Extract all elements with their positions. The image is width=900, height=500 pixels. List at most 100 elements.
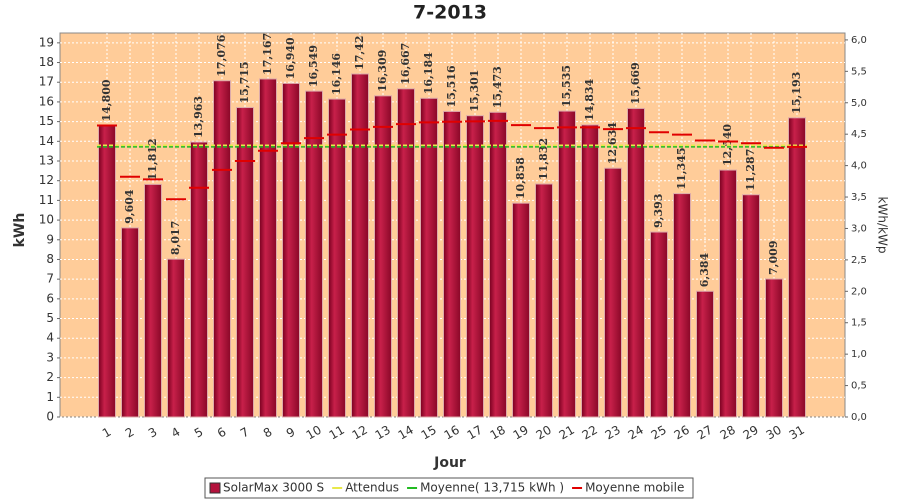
x-tick-label: 17 [465, 423, 485, 443]
y-tick-label: 1 [46, 390, 54, 404]
x-axis-title: Jour [433, 455, 466, 471]
y-tick-label: 7 [46, 272, 54, 286]
y-tick-label: 16 [39, 94, 54, 108]
value-label: 16,184 [422, 52, 435, 94]
y2-tick-label: 2,5 [851, 255, 867, 266]
value-label: 12,634 [606, 122, 619, 164]
bar [190, 141, 208, 418]
y2-axis-title: kWh/kWp [876, 197, 890, 254]
bar [351, 73, 369, 418]
value-label: 17,167 [261, 33, 274, 75]
bar [512, 202, 530, 418]
bar [604, 167, 622, 418]
y-tick-label: 10 [39, 213, 54, 227]
chart-title: 7-2013 [413, 2, 487, 24]
x-tick-label: 26 [672, 423, 692, 443]
y-tick-label: 0 [46, 410, 54, 424]
value-label: 15,535 [560, 65, 573, 107]
value-label: 9,393 [652, 194, 665, 228]
y-tick-label: 6 [46, 291, 54, 305]
y2-tick-label: 3,0 [851, 223, 867, 234]
y2-tick-label: 0,5 [851, 381, 867, 392]
value-label: 16,309 [376, 50, 389, 92]
bar [742, 194, 760, 418]
y2-tick-label: 3,5 [851, 192, 867, 203]
x-tick-label: 18 [488, 423, 508, 443]
value-label: 14,800 [100, 79, 113, 121]
value-label: 11,287 [744, 149, 757, 191]
x-tick-label: 3 [146, 425, 160, 441]
x-tick-label: 20 [534, 423, 554, 443]
y-tick-label: 8 [46, 252, 54, 266]
bar [627, 107, 645, 418]
y2-tick-label: 4,0 [851, 161, 867, 172]
value-label: 15,715 [238, 61, 251, 103]
y2-tick-label: 5,5 [851, 66, 867, 77]
bar [213, 80, 231, 418]
x-tick-label: 22 [580, 423, 600, 443]
y-tick-label: 19 [39, 35, 54, 49]
bar [535, 183, 553, 418]
y2-tick-label: 6,0 [851, 35, 867, 46]
value-label: 17,076 [215, 34, 228, 76]
value-label: 15,669 [629, 62, 642, 104]
x-tick-label: 25 [649, 423, 669, 443]
x-tick-label: 31 [787, 423, 807, 443]
bar [650, 231, 668, 418]
y-axis-title: kWh [12, 213, 28, 248]
bar [98, 125, 116, 418]
x-tick-label: 5 [192, 425, 206, 441]
value-label: 7,009 [767, 241, 780, 275]
bar [466, 115, 484, 418]
value-label: 11,812 [146, 138, 159, 180]
x-tick-label: 2 [123, 425, 137, 441]
bar [696, 290, 714, 418]
value-label: 16,549 [307, 45, 320, 87]
value-label: 6,384 [698, 252, 711, 287]
x-tick-label: 10 [304, 423, 324, 443]
bar [236, 107, 254, 418]
x-tick-label: 30 [764, 423, 784, 443]
y-tick-label: 4 [46, 331, 54, 345]
value-label: 14,834 [583, 78, 596, 120]
value-label: 8,017 [169, 221, 182, 255]
y-tick-label: 13 [39, 154, 54, 168]
y2-tick-label: 0,0 [851, 412, 867, 423]
value-label: 16,940 [284, 37, 297, 79]
y-tick-label: 12 [39, 173, 54, 187]
value-label: 15,473 [491, 66, 504, 108]
x-tick-label: 6 [215, 425, 229, 441]
bar [443, 110, 461, 418]
legend-label: SolarMax 3000 S [223, 481, 324, 495]
value-label: 13,963 [192, 96, 205, 138]
bar [719, 169, 737, 418]
legend-swatch [209, 482, 221, 494]
legend-label: Attendus [345, 481, 399, 495]
value-label: 16,667 [399, 43, 412, 85]
x-tick-label: 21 [557, 423, 577, 443]
bar [374, 95, 392, 418]
x-tick-label: 1 [100, 425, 114, 441]
y2-tick-label: 1,5 [851, 318, 867, 329]
bar [397, 88, 415, 418]
x-tick-label: 16 [442, 423, 462, 443]
y-tick-label: 5 [46, 311, 54, 325]
legend [204, 477, 694, 499]
x-tick-label: 12 [350, 423, 370, 443]
y-tick-label: 11 [39, 193, 54, 207]
bar [305, 90, 323, 418]
value-label: 15,301 [468, 70, 481, 112]
bar [581, 124, 599, 418]
x-tick-label: 7 [238, 425, 252, 441]
bar [328, 98, 346, 418]
bar [788, 117, 806, 418]
bar [673, 193, 691, 418]
bar [144, 183, 162, 418]
value-label: 16,146 [330, 53, 343, 95]
y2-tick-label: 4,5 [851, 129, 867, 140]
x-tick-label: 27 [695, 423, 715, 443]
value-label: 15,516 [445, 65, 458, 107]
y-tick-label: 17 [39, 75, 54, 89]
bar [558, 110, 576, 418]
